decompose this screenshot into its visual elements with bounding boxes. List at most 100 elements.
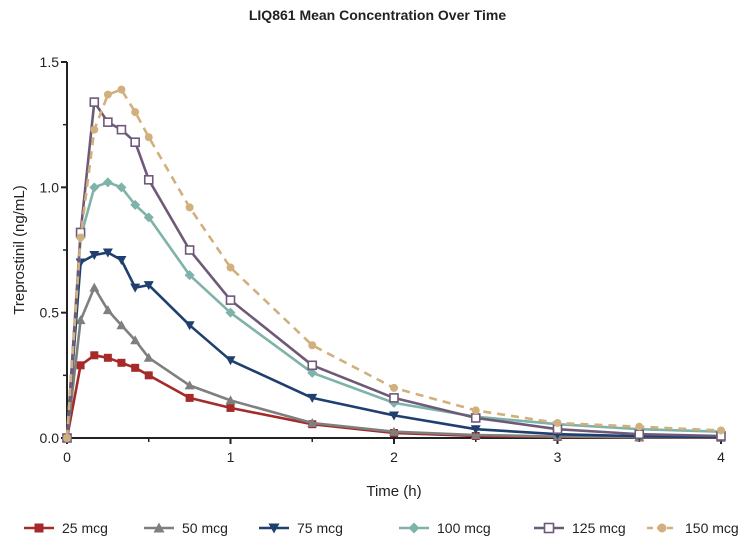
data-point <box>143 175 154 185</box>
data-point <box>90 351 99 360</box>
data-point <box>470 429 481 439</box>
data-point <box>543 522 555 534</box>
data-point <box>184 380 195 390</box>
chart-axes: 0 1 2 3 4 0.0 0.5 1.0 1.5 <box>40 54 726 465</box>
data-point <box>143 352 154 362</box>
legend-swatch <box>647 523 677 533</box>
x-tick-label: 0 <box>63 449 71 465</box>
data-point <box>307 393 318 403</box>
data-point <box>225 395 236 405</box>
data-point <box>185 393 194 402</box>
data-point <box>89 182 100 193</box>
data-point <box>63 434 71 442</box>
data-point <box>634 429 645 440</box>
data-point <box>89 251 100 261</box>
data-point <box>308 341 317 350</box>
data-point <box>717 426 725 435</box>
data-point <box>268 523 280 534</box>
y-tick-label: 1.0 <box>40 179 60 195</box>
legend-swatch <box>144 522 174 533</box>
data-point <box>89 97 100 107</box>
series-75-mcg <box>62 248 726 443</box>
data-point <box>90 125 99 134</box>
data-point <box>116 256 127 266</box>
legend-item: 150 mcg <box>645 518 739 538</box>
legend-swatch <box>534 522 564 534</box>
series-125-mcg <box>62 97 726 443</box>
data-point <box>130 199 141 210</box>
legend-item: 75 mcg <box>257 518 343 538</box>
chart-title: LIQ861 Mean Concentration Over Time <box>248 7 507 23</box>
chart-series-layer <box>62 85 726 443</box>
data-point <box>470 425 481 435</box>
data-point <box>116 124 127 135</box>
data-point <box>34 523 44 533</box>
series-100-mcg <box>62 177 726 443</box>
data-point <box>185 203 194 212</box>
data-point <box>390 383 398 392</box>
data-point <box>389 393 399 403</box>
data-point <box>116 320 127 330</box>
data-point <box>117 358 126 367</box>
x-tick-label: 1 <box>227 449 235 465</box>
legend-label: 150 mcg <box>685 520 739 536</box>
data-point <box>470 413 481 423</box>
legend-label: 125 mcg <box>572 520 626 536</box>
data-point <box>130 335 141 345</box>
data-point <box>117 85 126 94</box>
x-axis-title: Time (h) <box>366 483 421 500</box>
data-point <box>389 426 399 436</box>
data-point <box>103 353 112 362</box>
legend-label: 25 mcg <box>62 520 108 536</box>
chart-plot-area: 0 1 2 3 4 0.0 0.5 1.0 1.5 Time (h) Treprostinil … <box>11 54 726 500</box>
legend-label: 100 mcg <box>437 520 491 536</box>
legend-swatch <box>259 523 289 534</box>
y-tick-label: 0.0 <box>40 430 60 446</box>
data-point <box>75 315 86 325</box>
data-point <box>131 108 140 117</box>
x-tick-label: 4 <box>717 449 725 465</box>
legend-label: 50 mcg <box>182 520 228 536</box>
legend-item: 125 mcg <box>532 518 626 538</box>
data-point <box>307 367 318 378</box>
legend-item: 50 mcg <box>142 518 228 538</box>
legend-label: 75 mcg <box>297 520 343 536</box>
legend-swatch <box>24 523 54 533</box>
x-tick-label: 3 <box>554 449 562 465</box>
data-point <box>471 406 480 415</box>
data-point <box>89 282 100 292</box>
data-point <box>143 212 154 223</box>
y-tick-label: 0.5 <box>40 305 60 321</box>
data-point <box>76 361 85 370</box>
data-point <box>408 522 420 534</box>
data-point <box>102 248 113 258</box>
data-point <box>225 307 236 318</box>
data-point <box>225 295 236 305</box>
data-point <box>143 281 154 291</box>
chart-legend: 25 mcg 50 mcg 75 mcg 100 mcg 125 mcg 150 mcg <box>22 518 755 538</box>
data-point <box>144 133 153 142</box>
legend-item: 100 mcg <box>397 518 491 538</box>
data-point <box>116 182 127 193</box>
legend-item: 25 mcg <box>22 518 108 538</box>
data-point <box>225 356 236 366</box>
data-point <box>103 90 112 99</box>
data-point <box>103 117 113 127</box>
data-point <box>389 411 399 421</box>
data-point <box>553 418 562 427</box>
data-point <box>226 403 235 412</box>
data-point <box>226 263 235 272</box>
data-point <box>184 270 195 281</box>
data-point <box>144 371 153 380</box>
legend-swatch <box>399 522 429 534</box>
series-line <box>65 251 722 439</box>
data-point <box>130 283 141 293</box>
data-point <box>102 305 113 315</box>
data-point <box>184 321 195 331</box>
data-point <box>635 422 644 431</box>
data-point <box>76 233 85 242</box>
data-point <box>307 360 318 371</box>
y-axis-title: Treprostinil (ng/mL) <box>11 185 28 314</box>
data-point <box>131 363 140 372</box>
data-point <box>657 523 667 533</box>
